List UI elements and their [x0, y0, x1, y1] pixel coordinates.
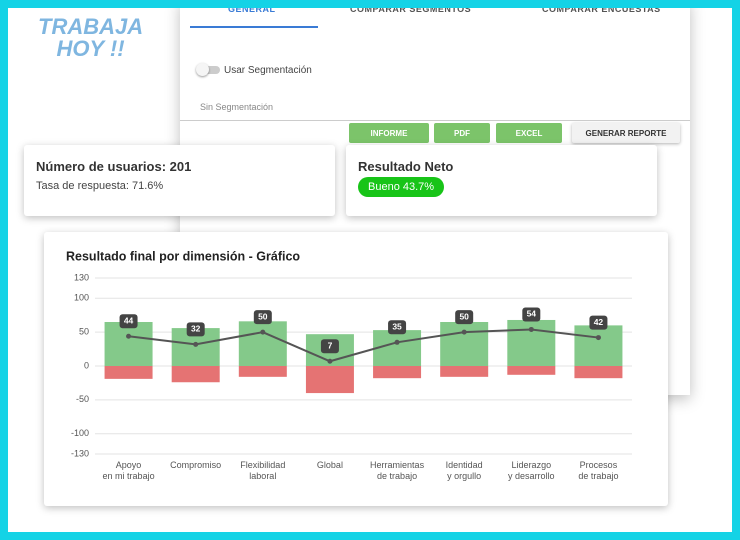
bar — [574, 366, 623, 379]
bar — [507, 366, 556, 375]
x-tick-label: Apoyo en mi trabajo — [103, 460, 155, 481]
label-box — [589, 315, 608, 330]
y-tick-label: 130 — [74, 272, 89, 282]
bar — [238, 366, 287, 377]
label-box — [119, 314, 138, 329]
data-label: 50 — [459, 311, 469, 321]
x-tick-label: Procesos de trabajo — [578, 460, 618, 481]
y-tick-label: 100 — [74, 293, 89, 303]
button[interactable]: INFORME — [349, 123, 429, 143]
x-tick-label: Flexibilidad laboral — [240, 460, 285, 481]
x-tick-label: Liderazgo y desarrollo — [508, 460, 555, 481]
bar — [104, 322, 153, 366]
toggle[interactable] — [198, 66, 220, 74]
y-tick-label: 0 — [84, 360, 89, 370]
line — [128, 328, 599, 363]
x-tick-label: Identidad y orgullo — [446, 460, 483, 481]
bar — [373, 366, 422, 379]
chart: Resultado final por dimensión - Gráfico … — [44, 232, 668, 506]
label-box — [388, 320, 407, 335]
bar — [373, 330, 422, 366]
x-tick-label: Herramientas de trabajo — [370, 460, 425, 481]
x-tick-label: Global — [317, 460, 343, 470]
bar — [440, 322, 489, 366]
x-tick-label: Compromiso — [170, 460, 221, 470]
logo-line: HOY !! — [56, 36, 125, 61]
logo-line: TRABAJA — [38, 14, 144, 39]
data-label: 50 — [258, 311, 268, 321]
data-label: 35 — [392, 322, 402, 332]
point — [595, 335, 601, 341]
card-subtitle: Tasa de respuesta: 71.6% — [36, 180, 164, 192]
logo: TRABAJA HOY !! — [38, 16, 143, 60]
point — [394, 339, 400, 345]
data-label: 32 — [191, 324, 201, 334]
point — [528, 326, 534, 332]
point — [260, 329, 266, 335]
bar — [238, 321, 287, 366]
point — [327, 358, 333, 364]
badge: Bueno 43.7% — [358, 177, 445, 197]
button[interactable]: PDF — [434, 123, 490, 143]
point — [126, 333, 132, 339]
tab[interactable]: COMPARAR ENCUESTAS — [542, 4, 661, 14]
toggle-knob[interactable] — [196, 63, 209, 76]
chart-title: Resultado final por dimensión - Gráfico — [66, 249, 300, 263]
tab[interactable]: COMPARAR SEGMENTOS — [350, 4, 472, 14]
label-box — [455, 310, 474, 325]
button[interactable]: EXCEL — [496, 123, 562, 143]
data-label: 54 — [527, 309, 537, 319]
y-tick-label: -130 — [71, 448, 89, 458]
card-title: Resultado Neto — [358, 159, 454, 174]
y-tick-label: -100 — [71, 428, 89, 438]
net-card: Resultado Neto Bueno 43.7% — [346, 145, 657, 216]
data-label: 42 — [594, 317, 604, 327]
segment-label: Sin Segmentación — [200, 102, 274, 112]
label-box — [253, 310, 272, 325]
card-title: Número de usuarios: 201 — [36, 159, 192, 174]
bar — [507, 319, 556, 366]
bar — [305, 366, 354, 394]
tab-indicator — [190, 26, 318, 28]
bar — [171, 366, 220, 383]
bar — [440, 366, 489, 377]
y-tick-label: -50 — [76, 394, 89, 404]
bar — [574, 325, 623, 366]
label-box — [186, 322, 205, 337]
label-box — [320, 339, 339, 354]
data-label: 44 — [124, 315, 134, 325]
y-tick-label: 50 — [79, 327, 89, 337]
bar — [104, 366, 153, 379]
point — [461, 329, 467, 335]
data-label: 7 — [328, 341, 333, 351]
label-box — [522, 307, 541, 322]
divider — [180, 120, 690, 121]
point — [193, 341, 199, 347]
button[interactable]: GENERAR REPORTE — [572, 123, 680, 143]
tab[interactable]: GENERAL — [228, 4, 276, 14]
toggle-label: Usar Segmentación — [224, 65, 312, 76]
users-card: Número de usuarios: 201 Tasa de respuest… — [24, 145, 335, 216]
